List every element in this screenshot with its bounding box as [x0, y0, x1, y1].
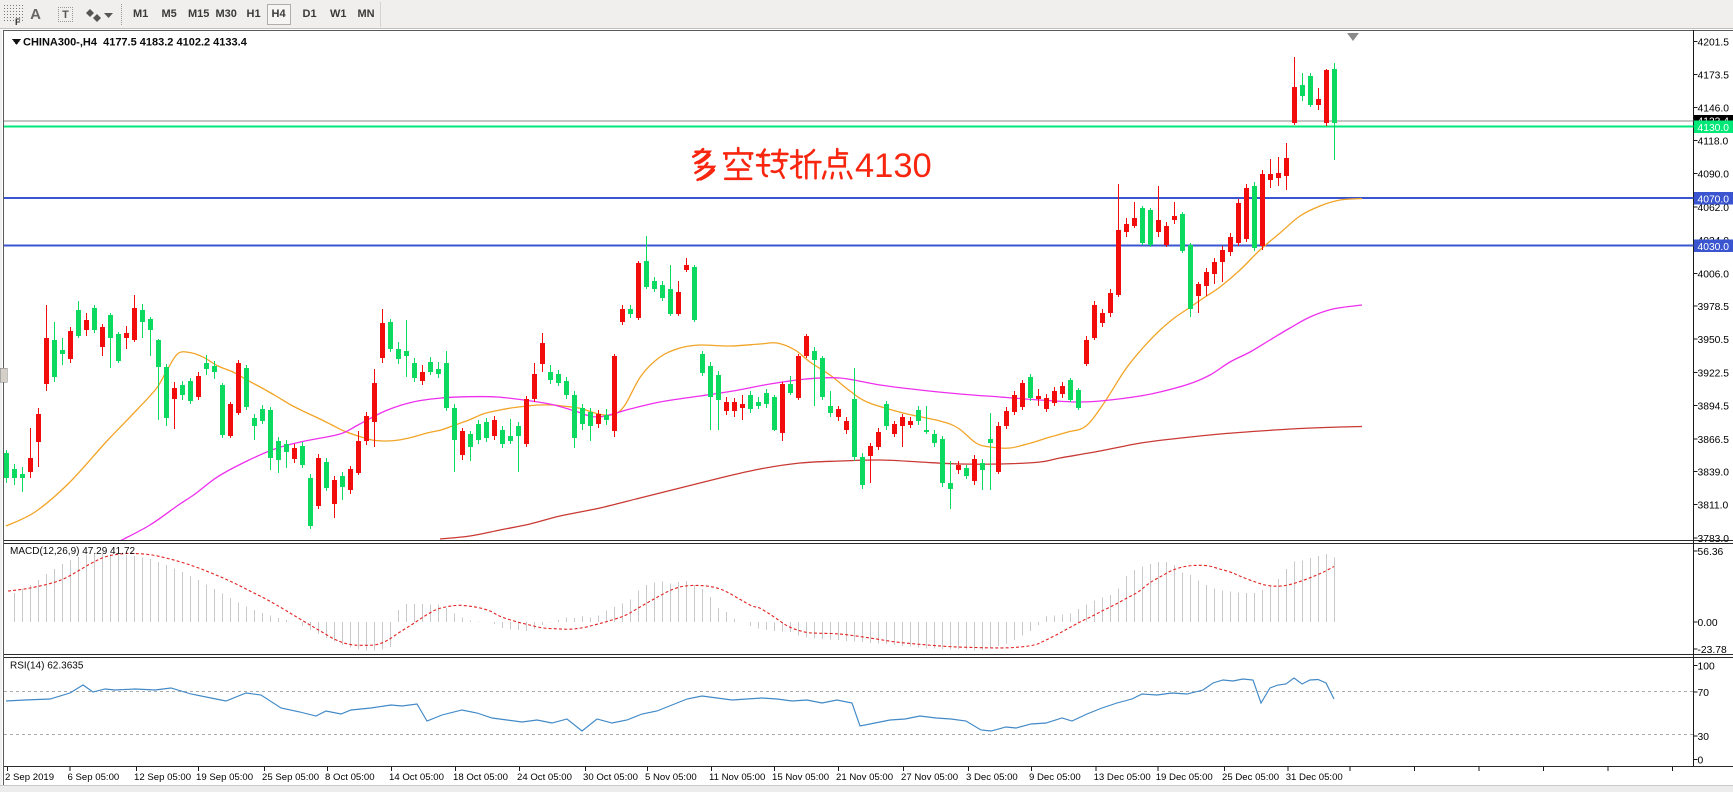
svg-text:4201.5: 4201.5: [1698, 38, 1730, 49]
svg-text:4130: 4130: [855, 147, 932, 185]
svg-text:3811.0: 3811.0: [1698, 501, 1729, 512]
svg-text:24 Oct 05:00: 24 Oct 05:00: [517, 772, 572, 783]
svg-text:4146.0: 4146.0: [1698, 103, 1730, 114]
svg-text:RSI(14) 62.3635: RSI(14) 62.3635: [10, 661, 84, 672]
svg-text:3839.0: 3839.0: [1698, 467, 1730, 478]
svg-text:3783.0: 3783.0: [1698, 534, 1730, 545]
svg-text:15 Nov 05:00: 15 Nov 05:00: [772, 772, 829, 783]
svg-text:100: 100: [1698, 661, 1715, 672]
svg-text:4118.0: 4118.0: [1698, 137, 1729, 148]
svg-text:27 Nov 05:00: 27 Nov 05:00: [901, 772, 958, 783]
svg-text:25 Sep 05:00: 25 Sep 05:00: [262, 772, 319, 783]
svg-text:3866.5: 3866.5: [1698, 435, 1730, 446]
svg-text:4130.0: 4130.0: [1698, 123, 1730, 134]
svg-text:4070.0: 4070.0: [1698, 194, 1730, 205]
svg-text:F: F: [15, 17, 21, 27]
svg-text:4090.0: 4090.0: [1698, 170, 1730, 181]
svg-text:11 Nov 05:00: 11 Nov 05:00: [709, 772, 765, 783]
svg-text:CHINA300-,H4 4177.5 4183.2 41: CHINA300-,H4 4177.5 4183.2 4102.2 4133.4: [23, 37, 248, 49]
svg-text:19 Dec 05:00: 19 Dec 05:00: [1156, 772, 1213, 783]
svg-text:3894.5: 3894.5: [1698, 402, 1730, 413]
svg-text:13 Dec 05:00: 13 Dec 05:00: [1094, 772, 1151, 783]
svg-text:31 Dec 05:00: 31 Dec 05:00: [1286, 772, 1343, 783]
svg-text:4006.0: 4006.0: [1698, 269, 1730, 280]
svg-text:14 Oct 05:00: 14 Oct 05:00: [389, 772, 444, 783]
svg-text:0: 0: [1698, 756, 1704, 767]
svg-text:30 Oct 05:00: 30 Oct 05:00: [583, 772, 638, 783]
svg-text:4062.0: 4062.0: [1698, 203, 1730, 214]
svg-text:3922.5: 3922.5: [1698, 368, 1730, 379]
svg-text:70: 70: [1698, 688, 1710, 699]
svg-text:0.00: 0.00: [1698, 618, 1718, 629]
svg-text:6 Sep 05:00: 6 Sep 05:00: [68, 772, 120, 783]
svg-text:8 Oct 05:00: 8 Oct 05:00: [325, 772, 375, 783]
svg-text:21 Nov 05:00: 21 Nov 05:00: [836, 772, 893, 783]
svg-text:3950.5: 3950.5: [1698, 335, 1730, 346]
svg-text:30: 30: [1698, 732, 1710, 743]
svg-text:4173.5: 4173.5: [1698, 71, 1730, 82]
svg-text:4030.0: 4030.0: [1698, 242, 1730, 253]
svg-text:9 Dec 05:00: 9 Dec 05:00: [1029, 772, 1081, 783]
svg-text:2 Sep 2019: 2 Sep 2019: [5, 772, 54, 783]
svg-text:56.36: 56.36: [1698, 547, 1724, 558]
svg-text:19 Sep 05:00: 19 Sep 05:00: [196, 772, 253, 783]
svg-text:MACD(12,26,9) 47.29 41.72: MACD(12,26,9) 47.29 41.72: [10, 546, 136, 557]
svg-text:3 Dec 05:00: 3 Dec 05:00: [966, 772, 1018, 783]
svg-text:5 Nov 05:00: 5 Nov 05:00: [645, 772, 697, 783]
svg-text:3978.5: 3978.5: [1698, 302, 1730, 313]
svg-text:25 Dec 05:00: 25 Dec 05:00: [1222, 772, 1279, 783]
svg-text:-23.78: -23.78: [1698, 645, 1727, 656]
svg-text:12 Sep 05:00: 12 Sep 05:00: [134, 772, 191, 783]
svg-text:18 Oct 05:00: 18 Oct 05:00: [453, 772, 508, 783]
